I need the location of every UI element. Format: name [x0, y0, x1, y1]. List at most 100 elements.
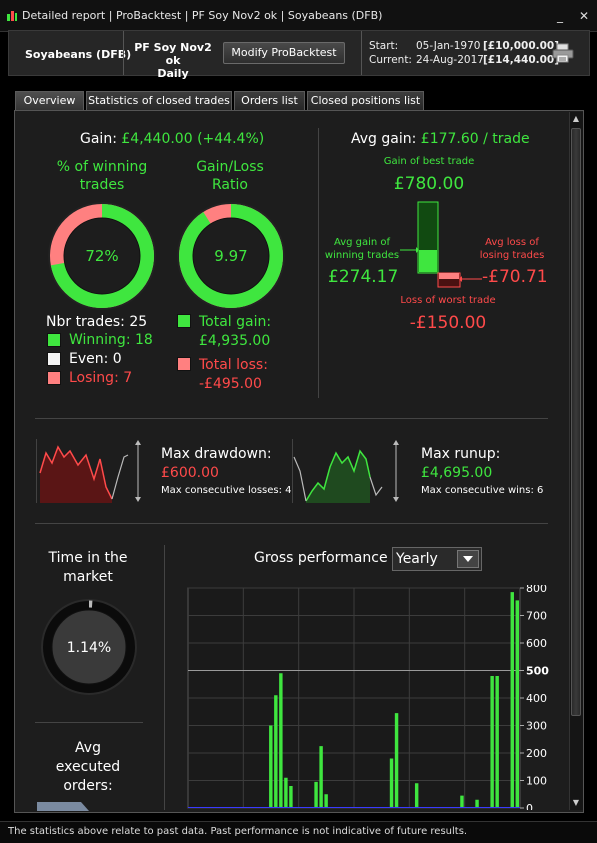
bar	[414, 783, 419, 808]
y-tick-label: 500	[526, 665, 549, 678]
chevron-down-icon[interactable]	[457, 550, 479, 568]
start-label: Start:	[369, 40, 399, 52]
document-icon	[37, 802, 89, 811]
runup-value: £4,695.00	[421, 465, 493, 481]
total-gain-label: Total gain:	[199, 314, 272, 330]
drawdown-value: £600.00	[161, 465, 219, 481]
best-trade-label: Gain of best trade	[383, 156, 475, 167]
gain-row: Gain: £4,440.00 (+44.4%)	[80, 131, 264, 147]
total-loss: Total loss: -£495.00	[199, 356, 268, 394]
period-select[interactable]: Yearly	[392, 547, 482, 571]
losing-legend-swatch	[47, 371, 61, 385]
bar	[475, 799, 479, 808]
scroll-down-arrow[interactable]: ▼	[572, 798, 580, 807]
bar	[460, 795, 464, 808]
bar	[515, 600, 519, 808]
gross-performance-label: Gross performance	[254, 550, 388, 566]
header-divider	[123, 31, 124, 75]
avg-win-label: Avg gain of winning trades	[322, 236, 402, 262]
tab-overview[interactable]: Overview	[15, 91, 84, 110]
avg-win-value: £274.17	[328, 267, 399, 287]
header-divider	[361, 31, 362, 75]
bar	[490, 676, 494, 808]
y-tick-label: 400	[526, 692, 547, 705]
runup-label: Max runup:	[421, 446, 501, 462]
section-divider	[318, 128, 319, 398]
y-tick-label: 300	[526, 720, 547, 733]
max-consecutive-losses: Max consecutive losses: 4	[161, 485, 292, 496]
section-divider	[35, 418, 548, 419]
scrollbar-thumb[interactable]	[571, 128, 581, 716]
bar	[324, 794, 328, 808]
tab-orders-list[interactable]: Orders list	[234, 91, 305, 110]
time-title-line2: market	[63, 569, 113, 585]
start-date: 05-Jan-1970	[416, 40, 481, 52]
start-capital: [£10,000.00]	[483, 40, 560, 52]
time-arc	[42, 600, 136, 694]
window-titlebar: Detailed report | ProBacktest | PF Soy N…	[0, 0, 597, 32]
avg-gain-value: £177.60 / trade	[420, 131, 530, 147]
ratio-value: 9.97	[214, 247, 247, 265]
bar	[289, 786, 293, 808]
ratio-title-line1: Gain/Loss	[196, 159, 264, 175]
avg-exec-line1: Avg	[75, 740, 101, 756]
nbr-trades: Nbr trades: 25	[46, 314, 148, 330]
app-icon	[7, 11, 17, 21]
time-in-market-title: Time in the market	[36, 549, 140, 587]
worst-trade-value: -£150.00	[409, 313, 487, 333]
bar	[510, 592, 514, 808]
y-tick-label: 0	[526, 802, 533, 810]
current-date: 24-Aug-2017	[416, 54, 484, 66]
runup-chart-icon	[292, 439, 399, 503]
scroll-up-arrow[interactable]: ▲	[572, 114, 580, 123]
time-in-market-value: 1.14%	[67, 640, 111, 656]
total-gain: Total gain: £4,935.00	[199, 313, 271, 351]
gain-loss-ratio-title: Gain/Loss Ratio	[168, 158, 292, 194]
avg-loss-label: Avg loss of losing trades	[478, 236, 546, 262]
system-title: PF Soy Nov2 ok	[134, 41, 212, 67]
winning-pct-title: % of winning trades	[40, 158, 164, 194]
bar	[389, 758, 394, 808]
report-header: Soyabeans (DFB) PF Soy Nov2 ok Daily Mod…	[8, 30, 590, 80]
bar	[284, 777, 288, 808]
window-title: Detailed report | ProBacktest | PF Soy N…	[22, 9, 383, 22]
avg-exec-line3: orders:	[63, 778, 113, 794]
section-divider	[164, 545, 165, 810]
section-divider	[35, 722, 143, 723]
avg-gain-row: Avg gain: £177.60 / trade	[351, 131, 530, 147]
total-loss-label: Total loss:	[199, 357, 268, 373]
avg-loss-label-line2: losing trades	[479, 250, 545, 261]
close-button[interactable]: ✕	[578, 9, 590, 23]
even-count: Even: 0	[69, 351, 122, 367]
total-gain-swatch	[177, 314, 191, 328]
avg-executed-orders-title: Avg executed orders:	[36, 739, 140, 796]
system-name: PF Soy Nov2 ok Daily	[125, 41, 221, 80]
winning-title-line1: % of winning	[56, 159, 148, 175]
trade-range-bar	[400, 201, 482, 288]
gross-performance-chart: 800 700 600 500 400 300 200 100 0	[187, 585, 549, 810]
tab-statistics-closed-trades[interactable]: Statistics of closed trades	[86, 91, 232, 110]
total-gain-value: £4,935.00	[199, 333, 271, 349]
avg-exec-line2: executed	[55, 759, 121, 775]
avg-win-label-line1: Avg gain of	[333, 237, 391, 248]
bar	[274, 695, 278, 808]
time-in-market-donut: 1.14%	[41, 599, 137, 695]
tab-closed-positions-list[interactable]: Closed positions list	[307, 91, 424, 110]
ratio-title-line2: Ratio	[212, 177, 248, 193]
winning-legend-swatch	[47, 333, 61, 347]
minimize-button[interactable]: _	[557, 9, 563, 23]
total-loss-swatch	[177, 357, 191, 371]
current-label: Current:	[369, 54, 412, 66]
period-select-value: Yearly	[396, 551, 438, 567]
modify-probacktest-button[interactable]: Modify ProBacktest	[223, 42, 345, 64]
section-divider	[35, 523, 548, 524]
y-tick-label: 700	[526, 610, 547, 623]
time-title-line1: Time in the	[48, 550, 128, 566]
print-icon[interactable]	[552, 43, 574, 63]
even-legend-swatch	[47, 352, 61, 366]
avg-win-label-line2: winning trades	[324, 250, 400, 261]
y-tick-label: 600	[526, 637, 547, 650]
drawdown-label: Max drawdown:	[161, 446, 272, 462]
drawdown-chart-icon	[36, 439, 141, 503]
avg-loss-value: -£70.71	[482, 267, 548, 287]
